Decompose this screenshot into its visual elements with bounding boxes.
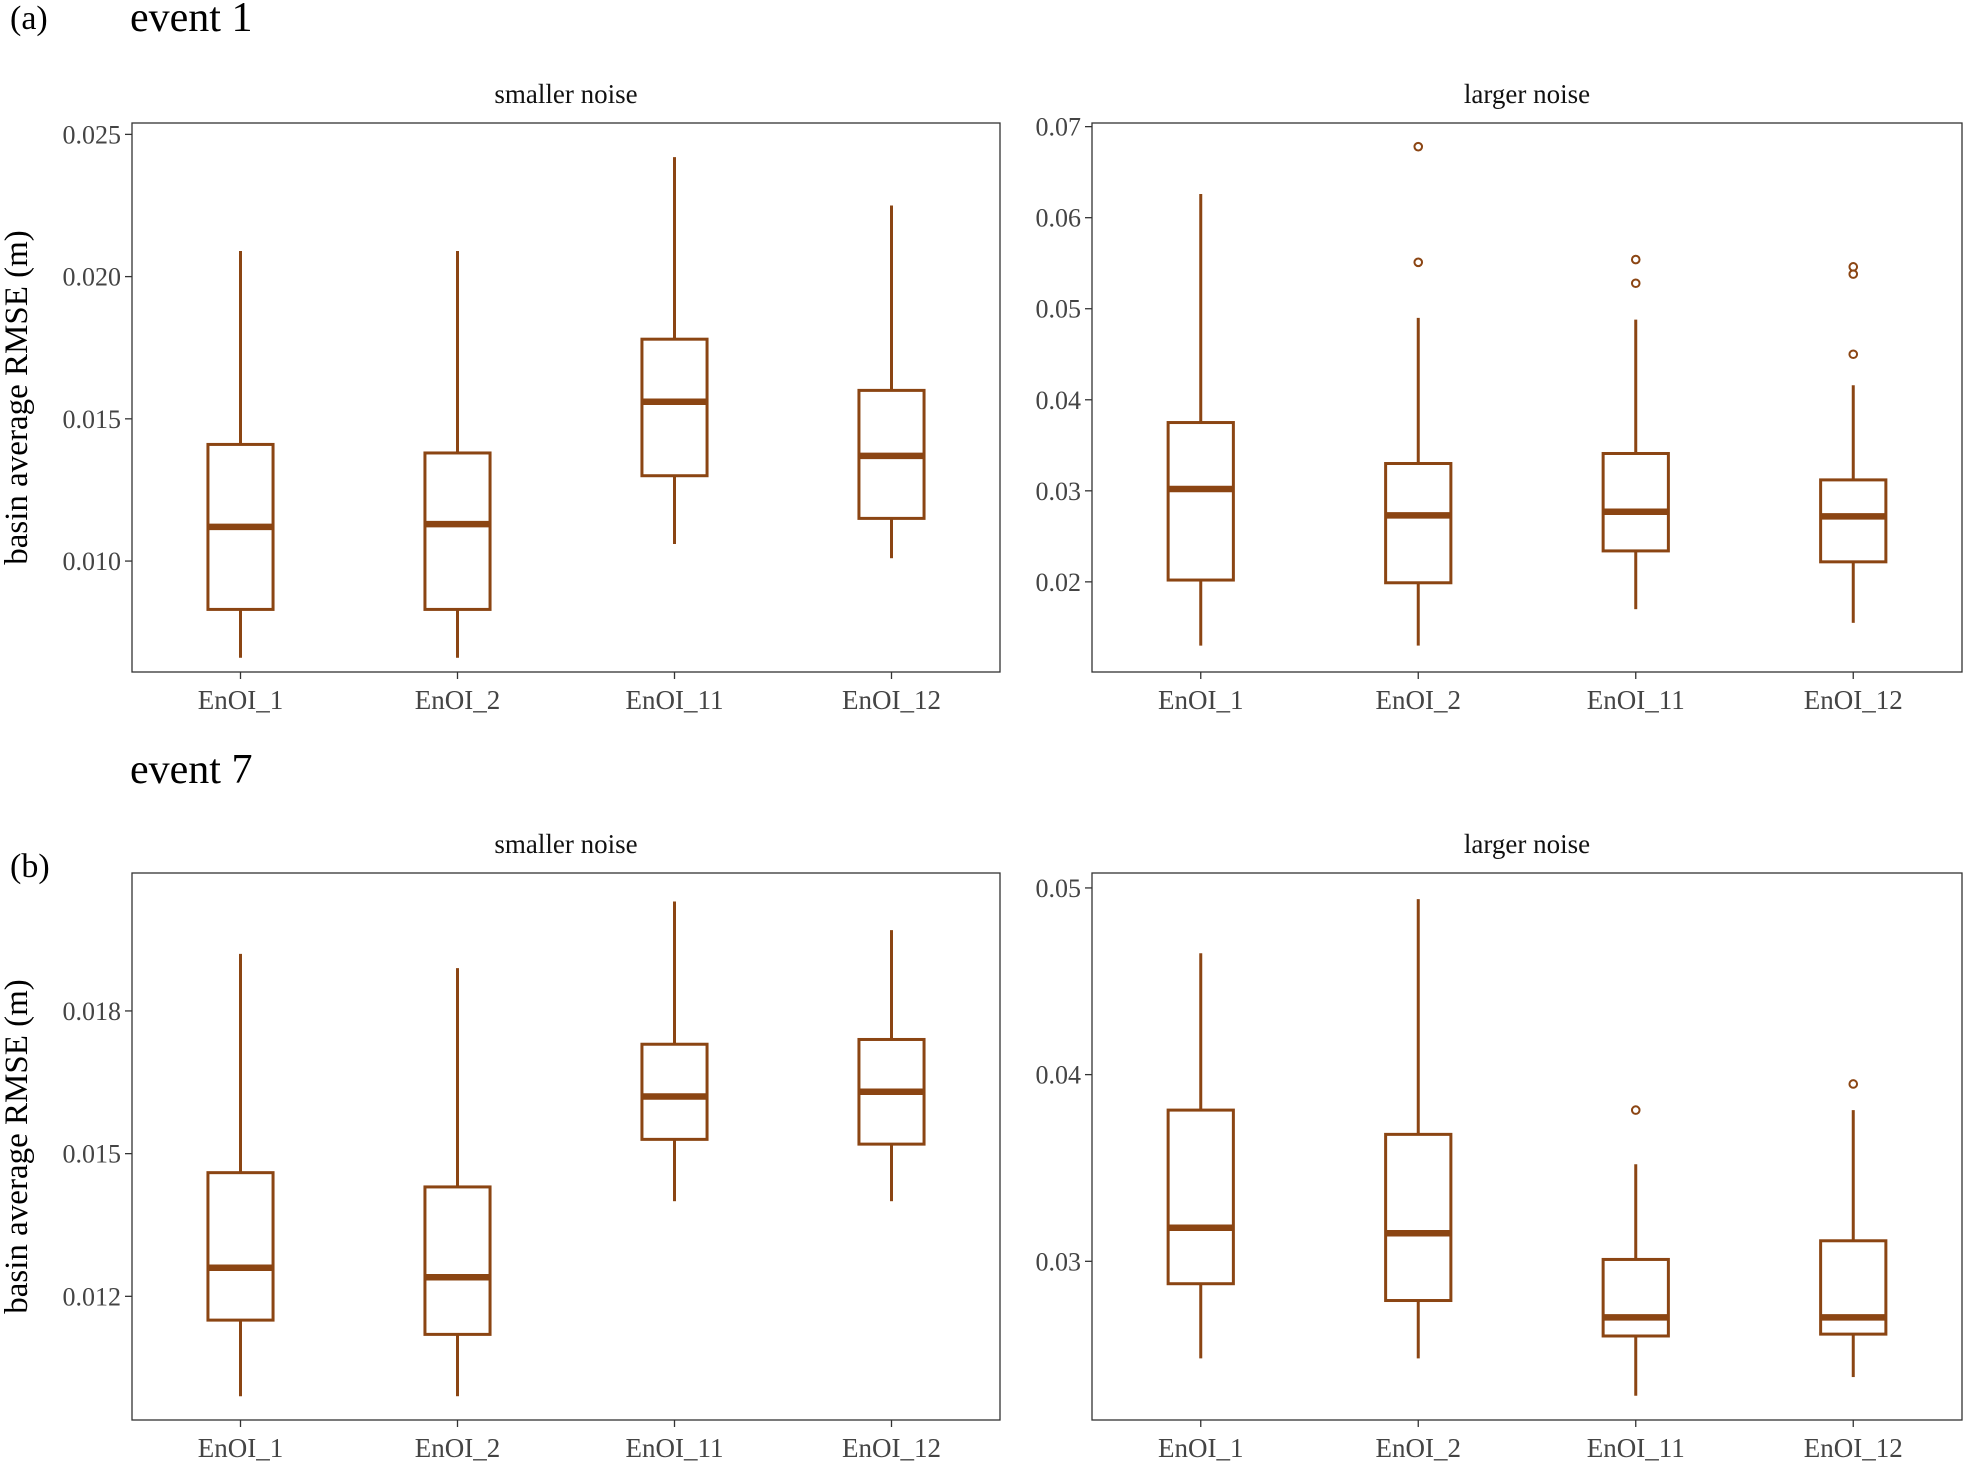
a-right-ytick-label: 0.03: [1036, 477, 1082, 506]
b-right-xtick-label: EnOI_1: [1158, 1433, 1243, 1463]
b-left-xtick-label: EnOI_1: [198, 1433, 283, 1463]
a-left-ytick-label: 0.015: [63, 405, 122, 434]
a-right-ytick-label: 0.05: [1036, 295, 1082, 324]
b-left-box-1-iqr-box: [423, 1185, 492, 1336]
a-right-box-3-outlier-point: [1848, 262, 1859, 272]
panel-b-label: (b): [10, 848, 50, 885]
b-right-box-1-iqr-box: [1384, 1132, 1453, 1303]
b-left-xtick-label: EnOI_12: [842, 1433, 941, 1463]
b-right-box-0-iqr-box: [1166, 1108, 1235, 1286]
panel-a-label: (a): [10, 0, 48, 37]
b-left-y-axis-title: basin average RMSE (m): [0, 979, 35, 1314]
a-right-box-0-iqr-box: [1166, 421, 1235, 582]
a-left-facet-title: smaller noise: [494, 79, 637, 109]
a-right-box-1-outlier-point: [1413, 141, 1424, 152]
a-left-ytick-label: 0.010: [63, 547, 122, 576]
b-right-facet-title: larger noise: [1464, 829, 1590, 859]
b-right-box-2-outlier-point: [1630, 1105, 1641, 1115]
b-left-xtick-label: EnOI_2: [415, 1433, 500, 1463]
b-left-ytick-label: 0.012: [63, 1282, 122, 1311]
b-right-ytick-label: 0.03: [1036, 1247, 1082, 1276]
b-right-ytick-label: 0.04: [1036, 1061, 1082, 1090]
b-right-xtick-label: EnOI_11: [1587, 1433, 1685, 1463]
b-left-box-0-iqr-box: [206, 1171, 275, 1322]
a-right-ytick-label: 0.04: [1036, 386, 1082, 415]
a-left-xtick-label: EnOI_12: [842, 685, 941, 715]
a-left-box-1-iqr-box: [423, 451, 492, 611]
b-right-box-2-iqr-box: [1601, 1257, 1670, 1338]
b-right-xtick-label: EnOI_12: [1804, 1433, 1903, 1463]
b-right-plot-frame: [1091, 872, 1963, 1421]
a-right-xtick-label: EnOI_12: [1804, 685, 1903, 715]
b-left-box-2-iqr-box: [640, 1042, 709, 1141]
a-right-ytick-label: 0.06: [1036, 204, 1082, 233]
b-left-facet-title: smaller noise: [494, 829, 637, 859]
panel-a-title: event 1: [130, 0, 253, 41]
a-left-xtick-label: EnOI_1: [198, 685, 283, 715]
b-right-xtick-label: EnOI_2: [1376, 1433, 1461, 1463]
a-left-plot-frame: [131, 122, 1001, 673]
a-right-box-2-outlier-point: [1630, 278, 1641, 289]
a-right-box-3-iqr-box: [1819, 478, 1888, 564]
a-right-xtick-label: EnOI_2: [1376, 685, 1461, 715]
a-left-box-2-iqr-box: [640, 337, 709, 478]
a-right-xtick-label: EnOI_1: [1158, 685, 1243, 715]
a-right-xtick-label: EnOI_11: [1587, 685, 1685, 715]
a-right-plot-frame: [1091, 122, 1963, 673]
a-left-ytick-label: 0.020: [63, 263, 122, 292]
b-left-ytick-label: 0.015: [63, 1140, 122, 1169]
a-right-box-1-outlier-point: [1413, 257, 1424, 268]
b-right-ytick-label: 0.05: [1036, 874, 1082, 903]
a-right-box-1-iqr-box: [1384, 462, 1453, 585]
a-right-facet-title: larger noise: [1464, 79, 1590, 109]
b-right-box-3-outlier-point: [1848, 1079, 1859, 1089]
a-left-y-axis-title: basin average RMSE (m): [0, 230, 35, 565]
a-left-ytick-label: 0.025: [63, 120, 122, 149]
a-right-ytick-label: 0.02: [1036, 568, 1082, 597]
panel-b-title: event 7: [130, 747, 253, 793]
a-right-ytick-label: 0.07: [1036, 113, 1082, 142]
a-right-box-2-outlier-point: [1630, 254, 1641, 265]
b-left-ytick-label: 0.018: [63, 997, 122, 1026]
b-left-plot-frame: [131, 872, 1001, 1421]
a-left-xtick-label: EnOI_2: [415, 685, 500, 715]
a-left-xtick-label: EnOI_11: [626, 685, 724, 715]
b-left-xtick-label: EnOI_11: [626, 1433, 724, 1463]
a-right-box-2-iqr-box: [1601, 451, 1670, 553]
a-right-box-3-outlier-point: [1848, 349, 1859, 360]
